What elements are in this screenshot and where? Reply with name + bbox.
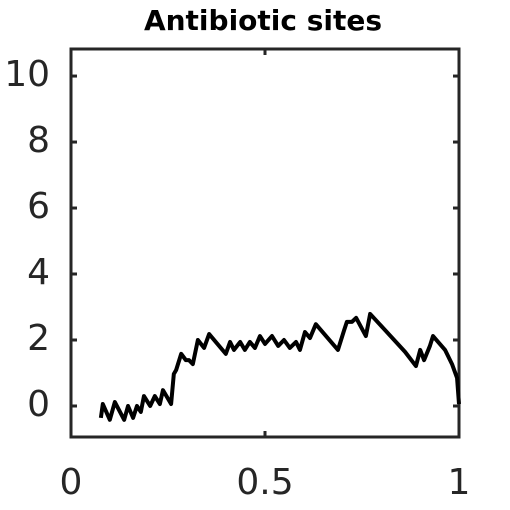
y-tick-label: 2: [27, 318, 50, 359]
x-tick-label: 0: [60, 462, 83, 503]
data-line: [98, 311, 461, 422]
x-tick-label: 0.5: [236, 462, 293, 503]
y-tick-label: 4: [27, 252, 50, 293]
y-tick-label: 6: [27, 186, 50, 227]
chart-title: Antibiotic sites: [144, 4, 382, 37]
y-tick-label: 8: [27, 120, 50, 161]
y-tick-label: 10: [4, 54, 50, 95]
y-tick-label: 0: [27, 384, 50, 425]
x-tick-label: 1: [448, 462, 471, 503]
axes-box: [69, 47, 461, 439]
